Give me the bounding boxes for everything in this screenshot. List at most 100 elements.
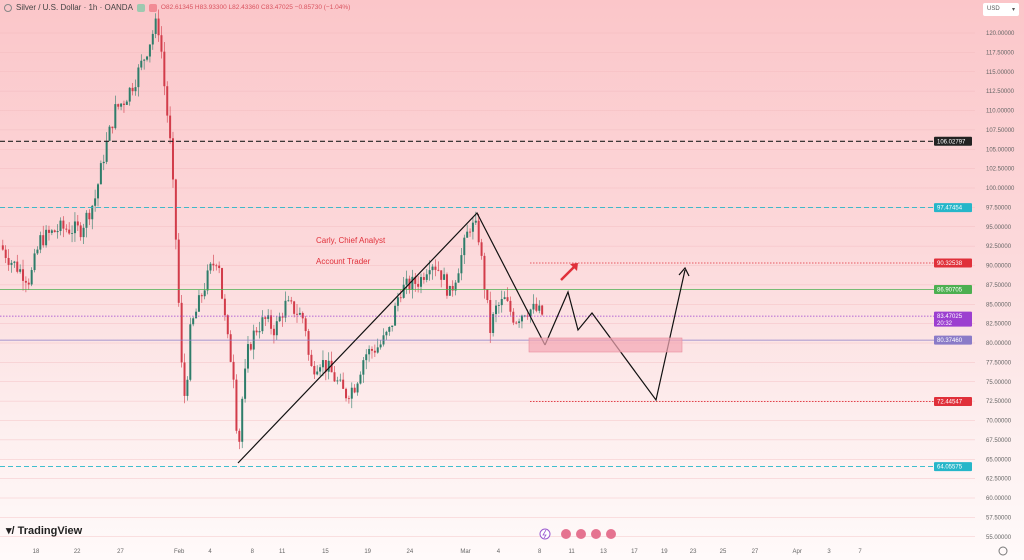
candle-body <box>24 280 27 283</box>
candle-body <box>284 300 287 318</box>
x-tick-label: 19 <box>364 549 371 555</box>
candle-body <box>177 239 180 303</box>
candle-body <box>16 261 19 272</box>
candle-body <box>483 255 486 290</box>
price-level-label: 86.90705 <box>937 287 963 293</box>
price-level-label: 64.05575 <box>937 465 963 471</box>
candle-body <box>151 33 154 45</box>
candle-body <box>163 51 166 87</box>
arrow-head-icon <box>678 266 690 277</box>
y-tick-label: 80.00000 <box>986 341 1012 347</box>
candle-body <box>281 316 284 318</box>
candle-body <box>1 245 4 250</box>
candle-body <box>264 317 267 319</box>
candle-body <box>192 318 195 325</box>
candle-body <box>241 398 244 442</box>
candle-body <box>425 274 428 280</box>
symbol-header: Silver / U.S. Dollar · 1h · OANDA O82.61… <box>4 3 350 12</box>
candle-body <box>186 379 189 396</box>
candle-body <box>370 348 373 351</box>
candle-body <box>293 301 296 314</box>
candle-body <box>440 270 443 280</box>
candle-body <box>405 278 408 285</box>
candle-body <box>27 282 30 285</box>
candle-body <box>290 300 293 302</box>
y-tick-label: 72.50000 <box>986 399 1012 405</box>
y-tick-label: 97.50000 <box>986 205 1012 211</box>
candle-body <box>56 231 59 233</box>
x-tick-label: 13 <box>600 549 607 555</box>
price-level-label: 80.37460 <box>937 338 963 344</box>
candle-body <box>526 315 529 317</box>
candle-body <box>131 87 134 92</box>
candle-body <box>68 229 71 234</box>
y-tick-label: 112.50000 <box>986 89 1015 95</box>
price-level-label: 106.02797 <box>937 139 966 145</box>
bottom-events[interactable] <box>539 528 616 540</box>
candle-body <box>379 344 382 348</box>
x-tick-label: 24 <box>407 549 414 555</box>
candle-body <box>417 283 420 287</box>
candle-body <box>313 365 316 375</box>
candle-body <box>117 104 120 107</box>
candle-body <box>454 282 457 291</box>
candle-body <box>111 126 114 129</box>
drawings: Carly, Chief Analyst Account Trader <box>237 211 690 464</box>
y-tick-label: 102.50000 <box>986 167 1015 173</box>
candle-body <box>480 242 483 256</box>
candle-body <box>146 56 149 60</box>
symbol-title: Silver / U.S. Dollar · 1h · OANDA <box>16 3 133 12</box>
x-tick-label: 15 <box>322 549 329 555</box>
candle-body <box>267 315 270 319</box>
candle-body <box>232 361 235 380</box>
x-tick-label: 27 <box>752 549 759 555</box>
y-tick-label: 70.00000 <box>986 419 1012 425</box>
candle-body <box>492 314 495 333</box>
sell-button[interactable] <box>148 3 157 12</box>
candle-body <box>102 161 105 164</box>
candle-body <box>327 360 330 372</box>
candle-body <box>316 371 319 375</box>
candle-body <box>94 198 97 206</box>
settings-gear-icon[interactable] <box>998 546 1008 556</box>
x-tick-label: 4 <box>497 549 501 555</box>
candle-body <box>249 344 252 350</box>
currency-select[interactable]: USD ▾ <box>983 3 1019 16</box>
y-tick-label: 65.00000 <box>986 457 1012 463</box>
y-tick-label: 77.50000 <box>986 360 1012 366</box>
candle-body <box>506 297 509 301</box>
candle-body <box>154 18 157 34</box>
candle-body <box>353 387 356 393</box>
candle-body <box>535 303 538 311</box>
candle-body <box>203 290 206 297</box>
ohlc-readout: O82.61345 H83.93300 L82.43360 C83.47025 … <box>160 4 351 11</box>
candle-body <box>212 263 215 266</box>
candle-body <box>166 86 169 116</box>
price-level-badge <box>934 462 972 472</box>
candle-body <box>451 285 454 291</box>
candle-body <box>36 249 39 254</box>
candle-body <box>422 277 425 280</box>
candle-body <box>342 379 345 389</box>
x-tick-label: 7 <box>858 549 862 555</box>
candle-body <box>497 305 500 306</box>
price-level-label: 90.32538 <box>937 261 963 267</box>
y-tick-label: 107.50000 <box>986 128 1015 134</box>
price-level-label: 72.44547 <box>937 400 963 406</box>
candle-body <box>125 101 128 105</box>
candle-body <box>359 374 362 384</box>
x-tick-label: 8 <box>538 549 542 555</box>
candle-body <box>518 321 521 323</box>
buy-button[interactable] <box>136 3 145 12</box>
x-tick-label: Feb <box>174 549 185 555</box>
x-tick-label: 3 <box>827 549 831 555</box>
silver-icon <box>4 3 12 12</box>
candle-body <box>448 285 451 296</box>
x-tick-label: 11 <box>279 549 286 555</box>
x-tick-label: 11 <box>568 549 575 555</box>
candle-body <box>53 230 56 233</box>
x-tick-label: 17 <box>631 549 638 555</box>
candle-body <box>88 212 91 220</box>
